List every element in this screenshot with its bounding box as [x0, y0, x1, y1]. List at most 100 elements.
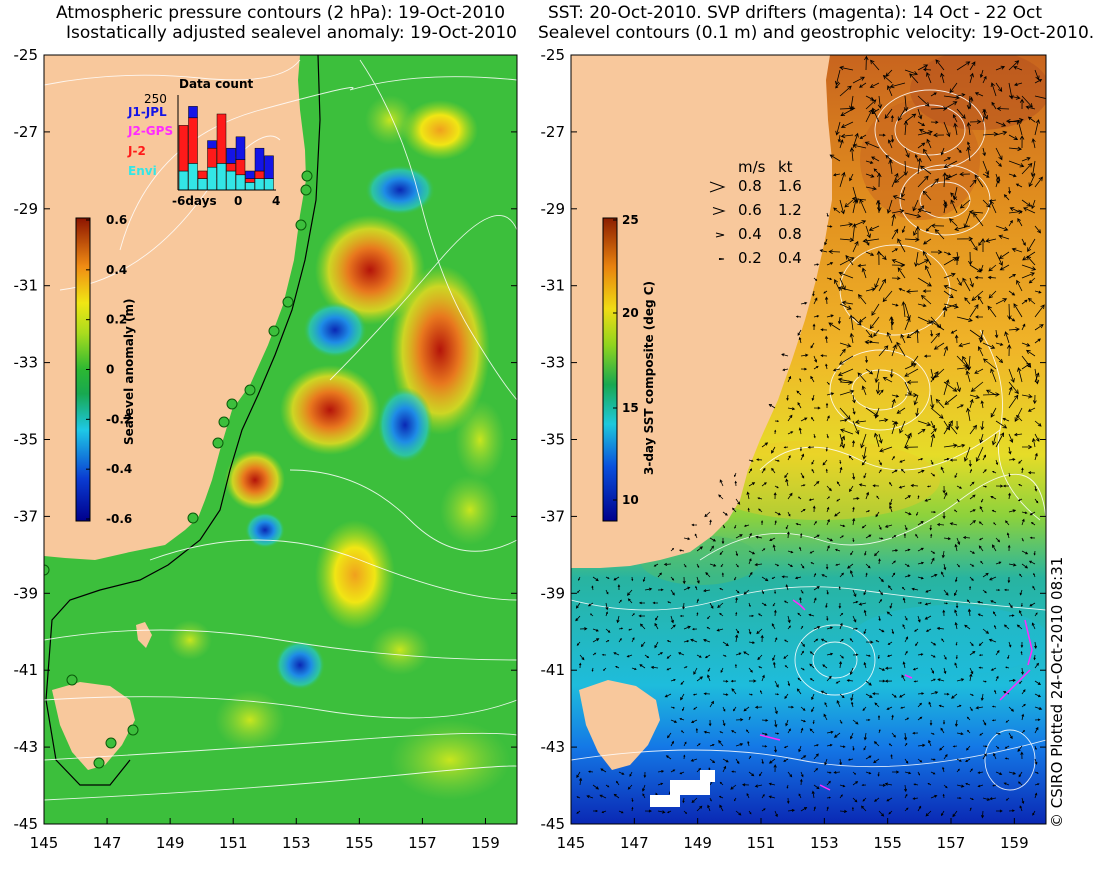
- left-lon-tick: 159: [471, 834, 500, 852]
- colorbar-tick-label: 0.4: [106, 263, 127, 277]
- right-lat-tick: -41: [541, 661, 566, 679]
- left-lon-tick: 157: [408, 834, 437, 852]
- left-lat-tick: -43: [14, 738, 39, 756]
- right-lon-tick: 147: [620, 834, 649, 852]
- data-count-bar-segment: [216, 163, 227, 191]
- data-count-bar-segment: [226, 147, 236, 164]
- colorbar-tick-label: -0.4: [106, 462, 132, 476]
- colorbar-tick-label: 25: [622, 213, 639, 227]
- right-lon-tick: 151: [747, 834, 776, 852]
- svp-drifter-tracks: [759, 599, 1033, 791]
- data-count-inset: Data count 250 J1-JPL J2-GPS J-2 Envi -6…: [127, 77, 280, 208]
- data-count-bar-segment: [235, 136, 246, 160]
- data-count-bar-segment: [264, 178, 274, 191]
- colorbar-tick-label: 0.6: [106, 213, 127, 227]
- data-count-bar-segment: [226, 163, 236, 172]
- data-count-bar-segment: [216, 113, 227, 164]
- data-count-bar-segment: [178, 125, 189, 172]
- copyright-notice: © CSIRO Plotted 24-Oct-2010 08:31: [1048, 556, 1066, 828]
- velocity-legend-arrow: [709, 181, 726, 193]
- velocity-legend-arrow: [712, 207, 726, 215]
- sst-colorbar: 25 20 15 10 3-day SST composite (deg C): [602, 213, 656, 522]
- velocity-legend-kt-header: kt: [778, 158, 793, 176]
- left-lat-tick: -37: [14, 507, 39, 525]
- right-lat-tick: -43: [541, 738, 566, 756]
- velocity-legend-ms-header: m/s: [738, 158, 766, 176]
- right-lon-tick: 153: [810, 834, 839, 852]
- velocity-legend-ms: 0.6: [738, 201, 762, 219]
- data-count-title: Data count: [179, 77, 254, 91]
- data-count-bar-segment: [245, 178, 255, 183]
- velocity-legend-kt: 1.6: [778, 177, 802, 195]
- right-lon-tick: 155: [873, 834, 902, 852]
- right-tasmania-land: [579, 680, 660, 770]
- data-count-bar-segment: [197, 170, 208, 179]
- data-count-ymax: 250: [144, 92, 167, 106]
- velocity-legend: m/s kt 0.8 1.6 0.6 1.2 0.4 0.8 0.2 0.4: [709, 158, 802, 267]
- colorbar-tick-label: -0.2: [106, 412, 132, 426]
- data-count-bar-segment: [235, 159, 246, 176]
- colorbar-tick-label: 20: [622, 306, 639, 320]
- left-lat-tick: -31: [14, 277, 39, 295]
- left-lon-tick: 155: [345, 834, 374, 852]
- left-lon-tick: 153: [282, 834, 311, 852]
- colorbar-tick-label: 0: [106, 363, 114, 377]
- data-count-x-label-2: 4: [272, 194, 280, 208]
- velocity-legend-arrow: [718, 258, 725, 260]
- left-lat-tick: -39: [14, 584, 39, 602]
- left-lon-tick: 147: [93, 834, 122, 852]
- left-lat-tick: -29: [14, 200, 39, 218]
- velocity-legend-ms: 0.2: [738, 249, 762, 267]
- data-count-bar-segment: [264, 155, 274, 179]
- right-map: [571, 55, 1046, 824]
- data-count-x-label-1: 0: [234, 194, 242, 208]
- velocity-legend-ms: 0.8: [738, 177, 762, 195]
- data-count-bar-segment: [178, 170, 189, 191]
- right-lon-tick: 157: [937, 834, 966, 852]
- colorbar-tick-label: -0.6: [106, 512, 132, 526]
- data-count-bar-segment: [207, 140, 217, 149]
- right-lat-tick: -27: [541, 123, 566, 141]
- tasmania-land: [52, 682, 135, 770]
- data-count-bar-segment: [254, 147, 265, 172]
- data-count-bar-segment: [254, 178, 265, 191]
- data-count-bar-segment: [254, 170, 265, 179]
- left-lon-tick: 151: [219, 834, 248, 852]
- legend-envi: Envi: [128, 164, 157, 178]
- data-count-bar-segment: [245, 182, 255, 191]
- right-lat-tick: -25: [541, 46, 566, 64]
- velocity-legend-kt: 0.4: [778, 249, 802, 267]
- sla-colorbar-label: Sealevel anomaly (m): [122, 299, 136, 445]
- right-title-line2: Sealevel contours (0.1 m) and geostrophi…: [538, 23, 1095, 43]
- data-count-bar-segment: [188, 117, 198, 164]
- sla-colorbar: 0.6 0.4 0.2 0 -0.2 -0.4 -0.6 Sealevel anomaly …: [75, 213, 136, 526]
- data-count-bar-segment: [226, 170, 236, 191]
- left-lat-tick: -41: [14, 661, 39, 679]
- data-count-bar-segment: [235, 174, 246, 191]
- right-lat-tick: -35: [541, 431, 566, 449]
- velocity-legend-ms: 0.4: [738, 225, 762, 243]
- left-title-line2: Isostatically adjusted sealevel anomaly:…: [66, 23, 517, 43]
- legend-j2-gps: J2-GPS: [127, 124, 173, 138]
- data-count-bar-segment: [245, 170, 255, 179]
- velocity-legend-kt: 1.2: [778, 201, 802, 219]
- right-title-line1: SST: 20-Oct-2010. SVP drifters (magenta)…: [548, 3, 1042, 23]
- data-count-bar-segment: [188, 106, 198, 119]
- colorbar-tick-label: 15: [622, 401, 639, 415]
- left-lon-tick: 145: [30, 834, 59, 852]
- right-lon-tick: 145: [557, 834, 586, 852]
- data-count-bar-segment: [207, 147, 217, 168]
- right-lon-tick: 159: [1000, 834, 1029, 852]
- left-lat-tick: -45: [14, 815, 39, 833]
- left-map: [44, 55, 517, 824]
- right-lat-tick: -29: [541, 200, 566, 218]
- velocity-legend-kt: 0.8: [778, 225, 802, 243]
- left-lat-tick: -33: [14, 354, 39, 372]
- right-lat-tick: -31: [541, 277, 566, 295]
- colorbar-tick-label: 0.2: [106, 313, 127, 327]
- right-mainland-land: [571, 55, 832, 568]
- left-title-line1: Atmospheric pressure contours (2 hPa): 1…: [56, 3, 506, 23]
- left-lon-tick: 149: [156, 834, 185, 852]
- right-lat-tick: -39: [541, 584, 566, 602]
